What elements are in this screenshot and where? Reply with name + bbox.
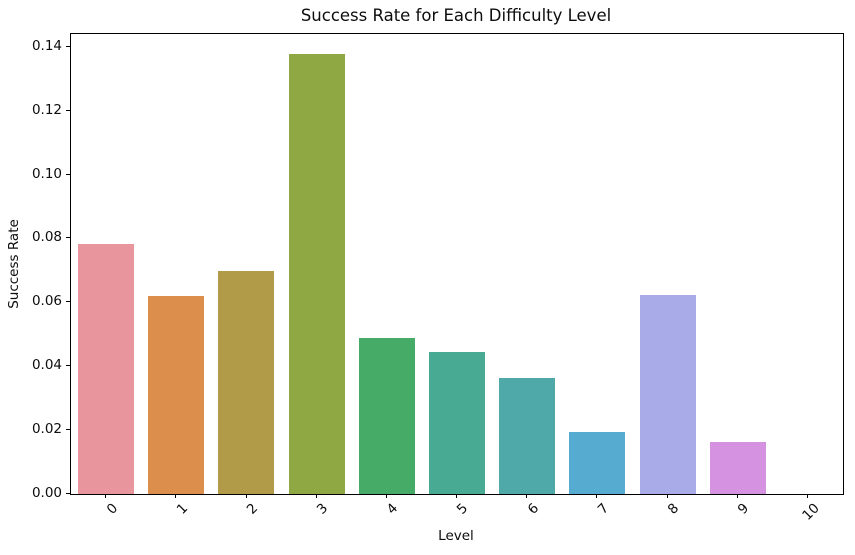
x-tick-label: 4 [384, 500, 402, 518]
x-tick-mark [315, 494, 317, 498]
x-tick-mark [736, 494, 738, 498]
bar-level-1 [148, 295, 205, 494]
bar-level-3 [288, 54, 345, 494]
y-tick-mark [66, 301, 70, 303]
y-tick-label: 0.04 [31, 357, 62, 374]
bar-level-0 [78, 243, 135, 494]
x-tick-mark [526, 494, 528, 498]
y-tick-mark [66, 493, 70, 494]
y-tick-label: 0.02 [31, 421, 62, 438]
x-tick-label: 0 [103, 500, 121, 518]
bar-level-8 [639, 295, 696, 494]
x-tick-mark [456, 494, 457, 498]
y-tick-mark [66, 365, 70, 367]
x-tick-mark [175, 494, 177, 498]
x-tick-label: 3 [313, 500, 332, 518]
y-tick-mark [66, 429, 70, 431]
x-tick-mark [596, 494, 598, 498]
x-axis-label: Level [438, 528, 474, 544]
bar-level-4 [358, 338, 415, 494]
x-tick-mark [666, 494, 668, 498]
bar-level-9 [709, 442, 766, 494]
x-tick-label: 5 [454, 500, 472, 518]
y-tick-mark [66, 109, 70, 111]
x-tick-label: 9 [734, 500, 753, 518]
y-tick-label: 0.10 [31, 165, 62, 182]
bar-level-6 [499, 378, 556, 494]
x-tick-label: 6 [524, 500, 542, 518]
x-tick-label: 7 [594, 500, 613, 518]
x-tick-label: 1 [173, 500, 191, 518]
chart-title: Success Rate for Each Difficulty Level [300, 6, 612, 25]
plot-area [70, 33, 844, 495]
x-tick-label: 8 [664, 500, 683, 518]
x-tick-label: 10 [799, 500, 823, 524]
x-tick-mark [806, 494, 808, 498]
y-tick-mark [66, 237, 70, 239]
bar-level-2 [218, 271, 275, 494]
bar-level-5 [428, 352, 485, 494]
y-tick-label: 0.00 [31, 485, 62, 501]
y-tick-label: 0.08 [31, 229, 62, 246]
bar-level-7 [569, 431, 626, 494]
x-tick-mark [105, 494, 107, 498]
x-tick-label: 2 [243, 500, 262, 518]
x-tick-mark [245, 494, 247, 498]
y-tick-label: 0.12 [31, 101, 62, 118]
y-tick-mark [66, 173, 70, 175]
y-tick-mark [66, 45, 70, 47]
x-tick-mark [385, 494, 387, 498]
y-tick-label: 0.14 [31, 37, 62, 54]
y-tick-label: 0.06 [31, 293, 62, 310]
